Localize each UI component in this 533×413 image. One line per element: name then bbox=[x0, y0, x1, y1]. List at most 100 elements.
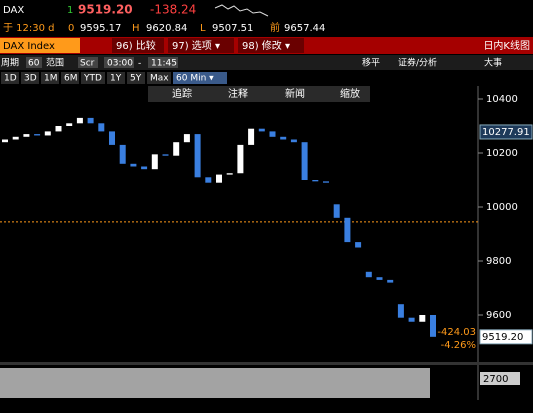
change-label: -424.03 bbox=[437, 327, 476, 338]
candle bbox=[141, 166, 148, 170]
period-option[interactable]: 1D bbox=[4, 74, 17, 84]
high-label: H bbox=[132, 23, 140, 34]
period-option[interactable]: 1Y bbox=[110, 74, 122, 84]
period-button[interactable] bbox=[81, 72, 105, 84]
security-box[interactable] bbox=[0, 38, 80, 53]
price-tag bbox=[479, 329, 533, 345]
candle bbox=[183, 134, 190, 143]
change: -138.24 bbox=[150, 3, 196, 17]
candle bbox=[87, 117, 94, 124]
candle bbox=[76, 117, 83, 124]
period-button[interactable] bbox=[21, 72, 39, 84]
period-option[interactable]: 3D bbox=[24, 74, 37, 84]
end-box[interactable] bbox=[148, 57, 178, 68]
period-box[interactable] bbox=[26, 57, 42, 68]
candle bbox=[34, 134, 41, 136]
start[interactable]: 03:00 bbox=[107, 59, 133, 69]
period[interactable]: 60 bbox=[28, 59, 40, 69]
period-option[interactable]: 60 Min ▾ bbox=[176, 74, 214, 84]
menu-item[interactable]: 98) 修改 ▾ bbox=[242, 39, 290, 52]
candle bbox=[397, 304, 404, 318]
candle bbox=[109, 131, 115, 145]
low-label: L bbox=[200, 23, 206, 34]
last-price: 9519.20 bbox=[78, 3, 133, 17]
period-label: 周期 bbox=[1, 58, 19, 69]
candle bbox=[12, 136, 19, 140]
candle bbox=[194, 134, 201, 178]
candle bbox=[408, 317, 415, 322]
start-box[interactable] bbox=[104, 57, 134, 68]
period-button[interactable] bbox=[1, 72, 19, 84]
high: 9620.84 bbox=[146, 23, 187, 34]
analysis[interactable]: 证券/分析 bbox=[398, 57, 437, 69]
candle bbox=[119, 144, 126, 164]
period-button[interactable] bbox=[173, 72, 227, 84]
toolbar bbox=[148, 86, 370, 102]
y-tick-label: 10000 bbox=[486, 202, 518, 213]
candle bbox=[162, 154, 169, 156]
symbol: DAX bbox=[3, 5, 24, 16]
menu-item[interactable]: 96) 比较 bbox=[116, 39, 156, 52]
candle bbox=[98, 123, 105, 132]
open: 9595.17 bbox=[80, 23, 121, 34]
menu-button[interactable] bbox=[238, 38, 304, 53]
period-option[interactable]: Max bbox=[150, 74, 169, 84]
menu-button[interactable] bbox=[168, 38, 234, 53]
end[interactable]: 11:45 bbox=[151, 59, 177, 69]
period-option[interactable]: YTD bbox=[83, 74, 102, 84]
candle bbox=[344, 217, 351, 243]
candle bbox=[173, 142, 180, 156]
range[interactable]: Scr bbox=[80, 59, 95, 69]
y-tick-label: 9800 bbox=[486, 256, 511, 267]
period-button[interactable] bbox=[41, 72, 59, 84]
period-button[interactable] bbox=[147, 72, 171, 84]
candle bbox=[280, 136, 287, 140]
candle bbox=[258, 128, 265, 132]
volume-area bbox=[0, 368, 430, 398]
candle bbox=[430, 315, 436, 337]
prev: 9657.44 bbox=[284, 23, 325, 34]
candle bbox=[205, 177, 212, 183]
period-button[interactable] bbox=[127, 72, 145, 84]
menu-button[interactable] bbox=[112, 38, 164, 53]
candle bbox=[387, 279, 394, 283]
price-tag-label: 10277.91 bbox=[482, 127, 530, 138]
flag: 1 bbox=[67, 5, 73, 16]
candle bbox=[216, 174, 222, 183]
events[interactable]: 大事 bbox=[484, 57, 502, 69]
candle bbox=[365, 271, 372, 278]
candle bbox=[248, 128, 255, 145]
period-option[interactable]: 1M bbox=[44, 74, 58, 84]
tool[interactable]: 新闻 bbox=[285, 87, 305, 100]
tool[interactable]: 追踪 bbox=[172, 87, 192, 100]
chart-kind: 日内K线图 bbox=[483, 39, 530, 52]
period-button[interactable] bbox=[107, 72, 125, 84]
tool[interactable]: 注释 bbox=[228, 87, 248, 100]
menu-item[interactable]: 97) 选项 ▾ bbox=[172, 39, 220, 52]
candle bbox=[301, 142, 308, 180]
move[interactable]: 移平 bbox=[362, 57, 380, 69]
range-box[interactable] bbox=[78, 57, 98, 68]
candle bbox=[269, 131, 276, 137]
candle bbox=[237, 144, 244, 174]
period-option[interactable]: 5Y bbox=[130, 74, 142, 84]
tool[interactable]: 缩放 bbox=[340, 87, 360, 100]
y-tick-label: 9600 bbox=[486, 310, 511, 321]
low: 9507.51 bbox=[212, 23, 253, 34]
price-tag bbox=[479, 124, 533, 140]
range-label: 范围 bbox=[46, 57, 64, 69]
candle bbox=[23, 134, 30, 137]
candle bbox=[130, 163, 137, 167]
candle bbox=[226, 173, 233, 175]
time: 于 12:30 d bbox=[3, 23, 55, 34]
candle bbox=[66, 123, 73, 126]
candle bbox=[55, 126, 62, 132]
open-label: 0 bbox=[68, 23, 74, 34]
candle bbox=[290, 139, 297, 143]
candle bbox=[333, 204, 340, 218]
period-button[interactable] bbox=[61, 72, 79, 84]
security[interactable]: DAX Index bbox=[3, 41, 55, 52]
period-option[interactable]: 6M bbox=[64, 74, 78, 84]
